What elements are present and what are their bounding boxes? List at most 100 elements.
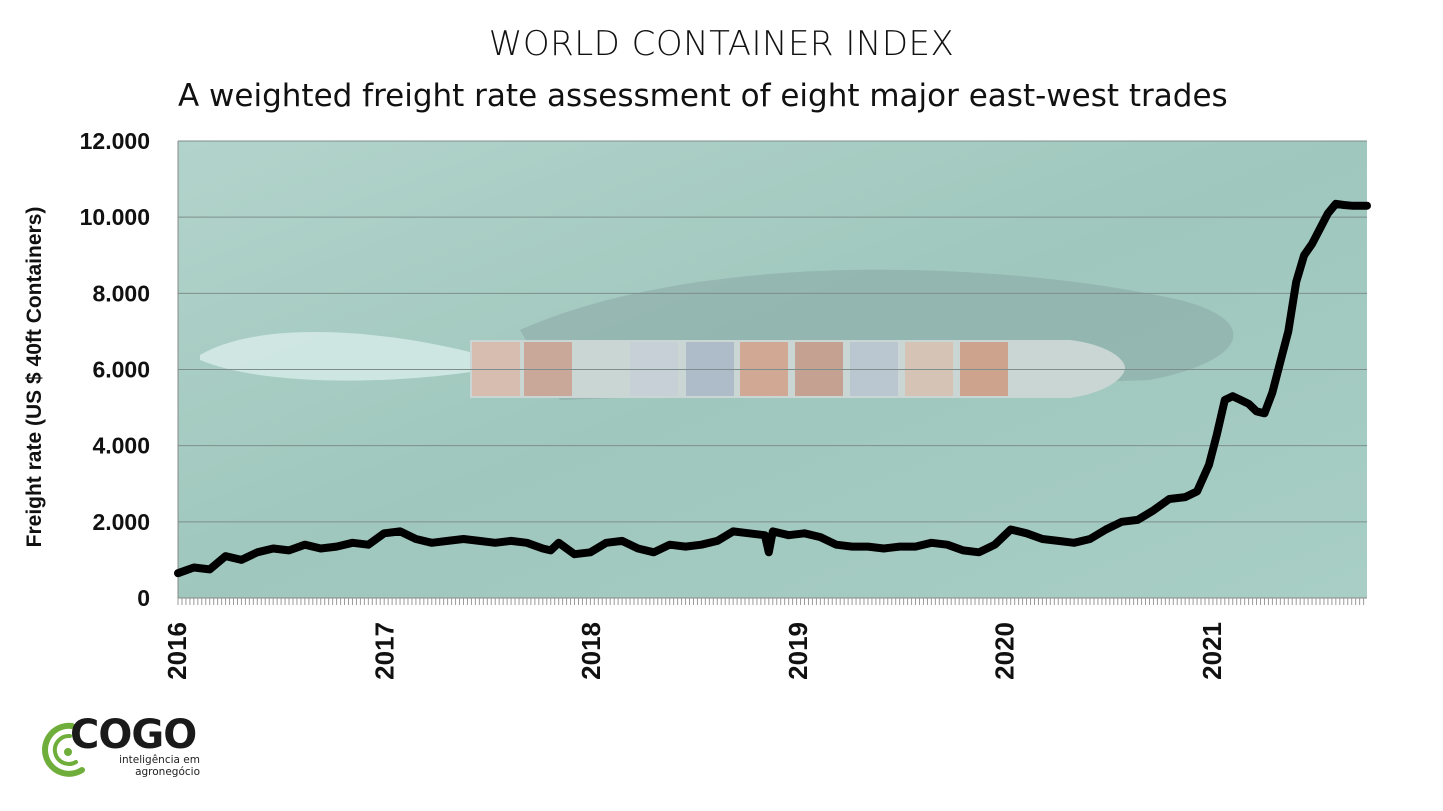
data-point <box>571 551 578 558</box>
x-tick-label: 2020 <box>990 622 1020 680</box>
logo-tagline-line1: inteligência em <box>119 754 200 766</box>
data-point <box>301 541 308 548</box>
logo-tagline: inteligência em agronegócio <box>110 754 200 778</box>
logo-wordmark: COGO <box>70 712 197 758</box>
data-point <box>492 539 499 546</box>
data-point <box>801 530 808 537</box>
data-point <box>1285 328 1292 335</box>
data-point <box>635 545 641 552</box>
data-point <box>381 530 388 537</box>
data-point <box>254 549 261 556</box>
y-axis-label: Freight rate (US $ 40ft Containers) <box>23 207 46 548</box>
data-point <box>928 539 935 546</box>
data-point <box>1277 358 1284 365</box>
y-tick-label: 10.000 <box>80 204 150 230</box>
data-point <box>587 549 594 556</box>
data-point <box>1261 410 1268 417</box>
data-point <box>333 543 340 550</box>
data-point <box>912 543 919 550</box>
data-point <box>698 541 705 548</box>
data-point <box>555 539 562 546</box>
series-layer <box>174 199 1371 578</box>
data-point <box>1340 202 1347 208</box>
data-point <box>1102 526 1109 533</box>
data-point <box>175 570 181 577</box>
y-tick-label: 4.000 <box>92 433 150 459</box>
data-point <box>1206 461 1212 468</box>
data-point <box>444 537 451 544</box>
data-point <box>286 547 292 554</box>
data-point <box>746 530 752 537</box>
data-point <box>833 541 840 548</box>
data-point <box>1324 210 1331 217</box>
data-point <box>1194 488 1201 495</box>
data-point <box>1055 537 1062 544</box>
data-point <box>1293 278 1300 285</box>
data-point <box>1269 389 1276 396</box>
data-point <box>1364 202 1370 209</box>
data-point <box>1166 496 1173 502</box>
chart-title: WORLD CONTAINER INDEX <box>488 24 955 64</box>
data-point <box>1213 431 1220 438</box>
logo-tagline-line2: agronegócio <box>135 766 200 778</box>
data-point <box>714 537 721 544</box>
data-point <box>765 549 772 556</box>
y-tick-label: 6.000 <box>92 357 150 383</box>
cogo-logo: COGO inteligência em agronegócio <box>38 712 238 782</box>
y-tick-label: 8.000 <box>92 280 150 306</box>
data-point <box>523 539 530 546</box>
data-point <box>1071 539 1078 546</box>
data-point <box>270 545 277 552</box>
data-point <box>1182 494 1189 501</box>
data-point <box>428 539 435 546</box>
data-point <box>1118 518 1125 525</box>
data-point <box>460 536 467 542</box>
data-point <box>1301 252 1308 259</box>
data-point <box>769 528 776 535</box>
x-tick-label: 2019 <box>783 622 813 680</box>
data-point <box>1309 240 1316 247</box>
data-point <box>222 553 229 560</box>
data-point <box>896 543 903 550</box>
data-point <box>864 543 871 550</box>
y-tick-label: 2.000 <box>92 509 150 535</box>
y-tick-label: 12.000 <box>80 128 150 154</box>
y-tick-label: 0 <box>137 585 150 611</box>
data-point <box>603 539 610 546</box>
data-point <box>1007 526 1014 533</box>
axes: 0 2.000 4.000 6.000 8.000 10.000 12.000 2016 201… <box>80 128 1367 680</box>
data-point <box>539 545 546 552</box>
data-point <box>1237 397 1244 403</box>
data-point <box>991 541 998 548</box>
data-point <box>1317 225 1323 232</box>
data-point <box>365 541 372 548</box>
data-point <box>206 566 213 573</box>
data-point <box>1356 202 1363 209</box>
x-tick-label: 2016 <box>162 622 192 680</box>
data-point <box>960 547 967 554</box>
data-point <box>397 528 404 535</box>
data-point <box>412 536 419 542</box>
x-tick-label: 2018 <box>576 622 606 680</box>
data-point <box>1221 397 1228 403</box>
data-point <box>1023 530 1030 537</box>
data-point <box>1348 202 1355 209</box>
gridlines <box>178 140 1367 523</box>
data-point <box>817 534 824 541</box>
data-point <box>730 528 737 535</box>
chart-subtitle: A weighted freight rate assessment of ei… <box>178 78 1228 114</box>
data-point <box>1150 507 1157 514</box>
data-point <box>849 543 856 550</box>
data-point <box>1134 516 1141 523</box>
data-point <box>761 532 768 539</box>
data-point <box>1245 400 1252 407</box>
data-point <box>976 549 982 556</box>
data-point <box>1039 536 1046 542</box>
data-point <box>190 564 197 571</box>
data-point <box>666 541 673 548</box>
data-point <box>476 537 483 544</box>
ship-wake <box>200 332 470 381</box>
data-point <box>619 537 626 544</box>
data-point <box>238 556 245 563</box>
